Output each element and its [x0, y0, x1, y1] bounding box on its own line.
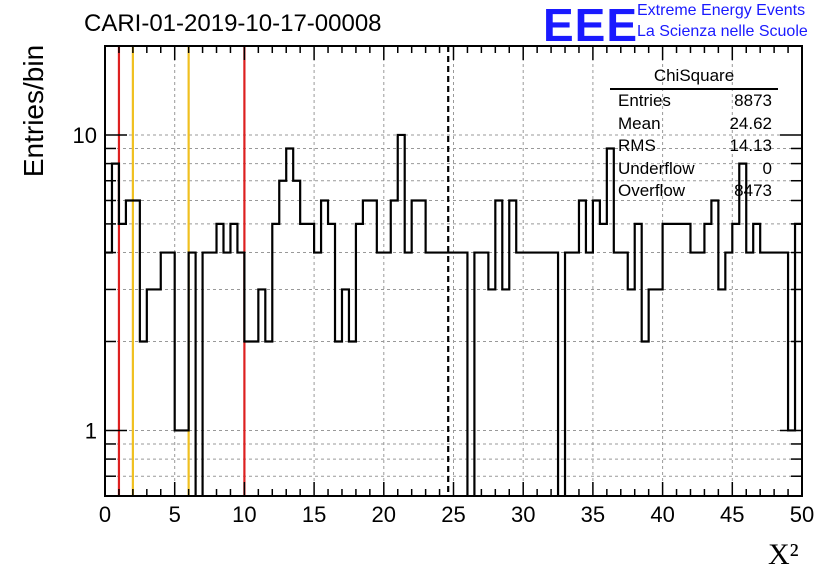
stats-value: 8873	[734, 91, 772, 110]
stats-value: 0	[762, 158, 772, 178]
tick-labels: 0 5 10 15 20 25 30 35 40 45 50 1 10	[73, 123, 815, 527]
stats-row-rms: RMS 14.13	[612, 135, 776, 158]
brand-line-2: La Scienza nelle Scuole	[637, 23, 808, 40]
stats-box: ChiSquare Entries 8873 Mean 24.62 RMS 14…	[610, 64, 778, 203]
x-tick-label: 10	[232, 502, 256, 527]
y-tick-label: 10	[73, 123, 97, 148]
brand-line-1: Extreme Energy Events	[637, 2, 806, 19]
stats-label: Overflow	[618, 181, 686, 201]
stats-row-entries: Entries 8873	[612, 90, 776, 113]
reference-lines	[117, 46, 450, 496]
stats-label: Entries	[618, 91, 671, 110]
x-tick-label: 30	[511, 502, 535, 527]
axis-ticks	[104, 45, 803, 497]
x-tick-label: 45	[720, 502, 744, 527]
stats-label: Underflow	[618, 158, 695, 178]
histogram-series	[105, 133, 802, 496]
y-axis-label: Entries/bin	[18, 44, 49, 178]
eee-logo: EEE	[543, 0, 639, 51]
x-tick-label: 20	[372, 502, 396, 527]
stats-row-underflow: Underflow 0	[612, 158, 776, 181]
stats-value: 24.62	[729, 113, 772, 133]
x-tick-label: 35	[581, 502, 605, 527]
x-tick-label: 5	[169, 502, 181, 527]
chart-title: CARI-01-2019-10-17-00008	[84, 10, 382, 37]
stats-value: 8473	[734, 181, 772, 201]
x-tick-label: 40	[650, 502, 674, 527]
stats-label: RMS	[618, 136, 656, 156]
stats-header: ChiSquare	[610, 64, 778, 90]
x-tick-label: 50	[790, 502, 814, 527]
x-axis-label: X²	[768, 538, 799, 571]
stats-row-overflow: Overflow 8473	[612, 180, 776, 203]
x-tick-label: 0	[99, 502, 111, 527]
x-tick-label: 25	[441, 502, 465, 527]
stats-label: Mean	[618, 113, 661, 133]
stats-row-mean: Mean 24.62	[612, 113, 776, 136]
grid-lines	[105, 45, 802, 497]
y-tick-label: 1	[85, 418, 97, 443]
stats-value: 14.13	[729, 136, 772, 156]
x-tick-label: 15	[302, 502, 326, 527]
